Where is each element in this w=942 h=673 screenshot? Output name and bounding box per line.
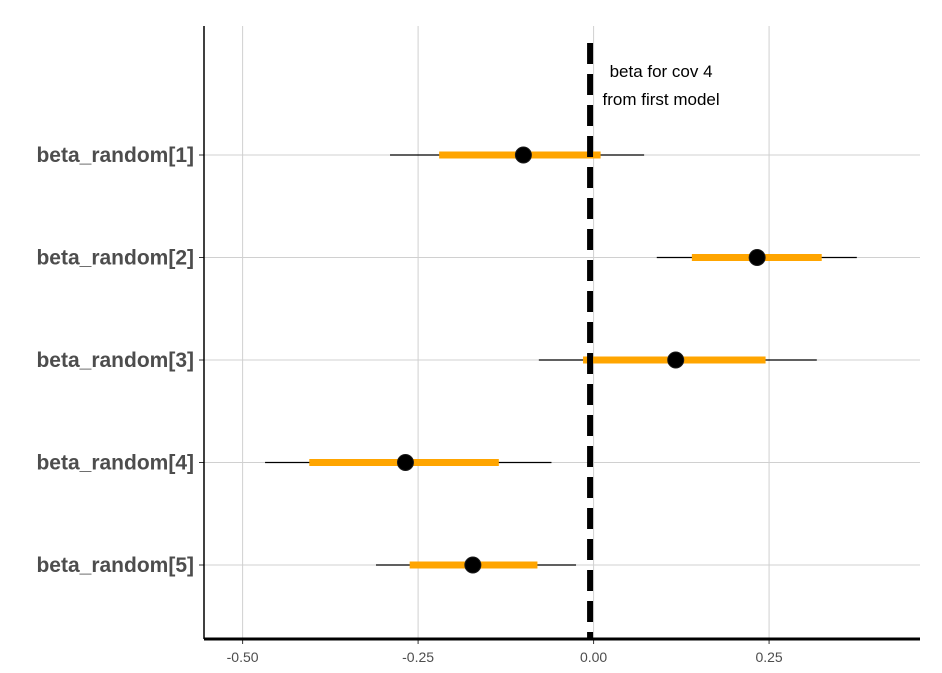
annotation-line-1: beta for cov 4: [610, 62, 713, 81]
x-tick-label: 0.00: [580, 649, 607, 665]
annotation-line-2: from first model: [603, 90, 720, 109]
y-axis-labels: beta_random[1] beta_random[2] beta_random[…: [36, 144, 204, 577]
point-estimate: [748, 249, 766, 266]
x-tick-label: -0.25: [402, 649, 434, 665]
y-tick-label: beta_random[1]: [36, 144, 194, 167]
x-tick-label: -0.50: [227, 649, 259, 665]
point-estimate: [514, 146, 532, 164]
y-tick-label: beta_random[2]: [36, 247, 194, 270]
y-tick-label: beta_random[4]: [36, 452, 194, 475]
point-estimate: [464, 556, 482, 574]
x-tick-label: 0.25: [755, 649, 782, 665]
interval-series: [265, 146, 857, 574]
x-axis-ticks: -0.50 -0.25 0.00 0.25: [227, 639, 783, 665]
grid-lines: [204, 26, 920, 639]
point-estimate: [396, 454, 414, 471]
point-estimate: [667, 351, 685, 369]
y-tick-label: beta_random[3]: [36, 349, 194, 372]
y-tick-label: beta_random[5]: [36, 554, 194, 577]
